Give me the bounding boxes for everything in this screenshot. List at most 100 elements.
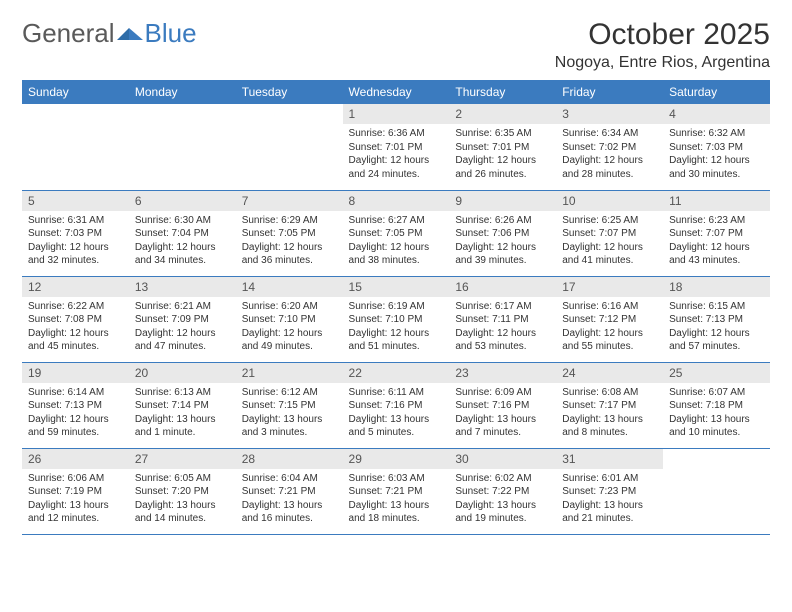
calendar-row: 12Sunrise: 6:22 AMSunset: 7:08 PMDayligh…: [22, 276, 770, 362]
sunrise-text: Sunrise: 6:09 AM: [455, 386, 550, 400]
calendar-cell: 11Sunrise: 6:23 AMSunset: 7:07 PMDayligh…: [663, 190, 770, 276]
calendar-cell: 2Sunrise: 6:35 AMSunset: 7:01 PMDaylight…: [449, 104, 556, 190]
sunset-text: Sunset: 7:12 PM: [562, 313, 657, 327]
sunrise-text: Sunrise: 6:12 AM: [242, 386, 337, 400]
daylight-text: Daylight: 13 hours and 8 minutes.: [562, 413, 657, 440]
daylight-text: Daylight: 13 hours and 5 minutes.: [349, 413, 444, 440]
sunset-text: Sunset: 7:16 PM: [349, 399, 444, 413]
day-content: Sunrise: 6:19 AMSunset: 7:10 PMDaylight:…: [343, 297, 450, 358]
day-content: Sunrise: 6:32 AMSunset: 7:03 PMDaylight:…: [663, 124, 770, 185]
day-content: Sunrise: 6:34 AMSunset: 7:02 PMDaylight:…: [556, 124, 663, 185]
day-content: Sunrise: 6:17 AMSunset: 7:11 PMDaylight:…: [449, 297, 556, 358]
day-content: Sunrise: 6:29 AMSunset: 7:05 PMDaylight:…: [236, 211, 343, 272]
day-number: 14: [236, 277, 343, 297]
calendar-cell: 5Sunrise: 6:31 AMSunset: 7:03 PMDaylight…: [22, 190, 129, 276]
day-number: 15: [343, 277, 450, 297]
daylight-text: Daylight: 13 hours and 19 minutes.: [455, 499, 550, 526]
calendar-row: 19Sunrise: 6:14 AMSunset: 7:13 PMDayligh…: [22, 362, 770, 448]
day-content: Sunrise: 6:25 AMSunset: 7:07 PMDaylight:…: [556, 211, 663, 272]
sunrise-text: Sunrise: 6:07 AM: [669, 386, 764, 400]
day-content: Sunrise: 6:15 AMSunset: 7:13 PMDaylight:…: [663, 297, 770, 358]
day-content: Sunrise: 6:30 AMSunset: 7:04 PMDaylight:…: [129, 211, 236, 272]
calendar-row: ......1Sunrise: 6:36 AMSunset: 7:01 PMDa…: [22, 104, 770, 190]
day-content: Sunrise: 6:16 AMSunset: 7:12 PMDaylight:…: [556, 297, 663, 358]
calendar-cell: ..: [22, 104, 129, 190]
daylight-text: Daylight: 12 hours and 55 minutes.: [562, 327, 657, 354]
calendar-cell: 29Sunrise: 6:03 AMSunset: 7:21 PMDayligh…: [343, 448, 450, 534]
sunrise-text: Sunrise: 6:26 AM: [455, 214, 550, 228]
location: Nogoya, Entre Rios, Argentina: [555, 54, 770, 72]
calendar-cell: 13Sunrise: 6:21 AMSunset: 7:09 PMDayligh…: [129, 276, 236, 362]
daylight-text: Daylight: 12 hours and 57 minutes.: [669, 327, 764, 354]
daylight-text: Daylight: 12 hours and 30 minutes.: [669, 154, 764, 181]
sunrise-text: Sunrise: 6:15 AM: [669, 300, 764, 314]
calendar-cell: 23Sunrise: 6:09 AMSunset: 7:16 PMDayligh…: [449, 362, 556, 448]
day-content: Sunrise: 6:14 AMSunset: 7:13 PMDaylight:…: [22, 383, 129, 444]
daylight-text: Daylight: 12 hours and 49 minutes.: [242, 327, 337, 354]
day-content: Sunrise: 6:23 AMSunset: 7:07 PMDaylight:…: [663, 211, 770, 272]
sunset-text: Sunset: 7:04 PM: [135, 227, 230, 241]
sunset-text: Sunset: 7:17 PM: [562, 399, 657, 413]
daylight-text: Daylight: 12 hours and 34 minutes.: [135, 241, 230, 268]
daylight-text: Daylight: 13 hours and 21 minutes.: [562, 499, 657, 526]
sunset-text: Sunset: 7:03 PM: [28, 227, 123, 241]
day-number: 3: [556, 104, 663, 124]
daylight-text: Daylight: 13 hours and 1 minute.: [135, 413, 230, 440]
sunset-text: Sunset: 7:21 PM: [242, 485, 337, 499]
logo-text-general: General: [22, 18, 115, 49]
day-number: 31: [556, 449, 663, 469]
sunset-text: Sunset: 7:13 PM: [28, 399, 123, 413]
sunset-text: Sunset: 7:09 PM: [135, 313, 230, 327]
calendar-cell: 25Sunrise: 6:07 AMSunset: 7:18 PMDayligh…: [663, 362, 770, 448]
weekday-header-row: Sunday Monday Tuesday Wednesday Thursday…: [22, 80, 770, 104]
day-number: 22: [343, 363, 450, 383]
daylight-text: Daylight: 12 hours and 45 minutes.: [28, 327, 123, 354]
sunrise-text: Sunrise: 6:14 AM: [28, 386, 123, 400]
day-number: 19: [22, 363, 129, 383]
day-number: 21: [236, 363, 343, 383]
weekday-monday: Monday: [129, 80, 236, 104]
sunrise-text: Sunrise: 6:29 AM: [242, 214, 337, 228]
day-content: Sunrise: 6:36 AMSunset: 7:01 PMDaylight:…: [343, 124, 450, 185]
sunset-text: Sunset: 7:15 PM: [242, 399, 337, 413]
sunset-text: Sunset: 7:10 PM: [242, 313, 337, 327]
sunset-text: Sunset: 7:23 PM: [562, 485, 657, 499]
daylight-text: Daylight: 12 hours and 41 minutes.: [562, 241, 657, 268]
sunset-text: Sunset: 7:22 PM: [455, 485, 550, 499]
daylight-text: Daylight: 12 hours and 32 minutes.: [28, 241, 123, 268]
calendar-cell: ..: [236, 104, 343, 190]
calendar-cell: 3Sunrise: 6:34 AMSunset: 7:02 PMDaylight…: [556, 104, 663, 190]
day-content: Sunrise: 6:31 AMSunset: 7:03 PMDaylight:…: [22, 211, 129, 272]
calendar-row: 26Sunrise: 6:06 AMSunset: 7:19 PMDayligh…: [22, 448, 770, 534]
weekday-friday: Friday: [556, 80, 663, 104]
logo-text-blue: Blue: [145, 18, 197, 49]
sunrise-text: Sunrise: 6:03 AM: [349, 472, 444, 486]
daylight-text: Daylight: 12 hours and 24 minutes.: [349, 154, 444, 181]
calendar-cell: ..: [663, 448, 770, 534]
sunrise-text: Sunrise: 6:35 AM: [455, 127, 550, 141]
calendar-cell: 20Sunrise: 6:13 AMSunset: 7:14 PMDayligh…: [129, 362, 236, 448]
calendar-cell: 27Sunrise: 6:05 AMSunset: 7:20 PMDayligh…: [129, 448, 236, 534]
sunrise-text: Sunrise: 6:11 AM: [349, 386, 444, 400]
weekday-saturday: Saturday: [663, 80, 770, 104]
calendar-table: Sunday Monday Tuesday Wednesday Thursday…: [22, 80, 770, 535]
day-number: 1: [343, 104, 450, 124]
daylight-text: Daylight: 13 hours and 7 minutes.: [455, 413, 550, 440]
calendar-cell: 12Sunrise: 6:22 AMSunset: 7:08 PMDayligh…: [22, 276, 129, 362]
sunrise-text: Sunrise: 6:32 AM: [669, 127, 764, 141]
daylight-text: Daylight: 13 hours and 16 minutes.: [242, 499, 337, 526]
sunrise-text: Sunrise: 6:36 AM: [349, 127, 444, 141]
day-number: 18: [663, 277, 770, 297]
day-number: 12: [22, 277, 129, 297]
calendar-cell: 24Sunrise: 6:08 AMSunset: 7:17 PMDayligh…: [556, 362, 663, 448]
sunrise-text: Sunrise: 6:05 AM: [135, 472, 230, 486]
sunrise-text: Sunrise: 6:06 AM: [28, 472, 123, 486]
sunset-text: Sunset: 7:16 PM: [455, 399, 550, 413]
sunset-text: Sunset: 7:08 PM: [28, 313, 123, 327]
sunset-text: Sunset: 7:11 PM: [455, 313, 550, 327]
day-content: Sunrise: 6:13 AMSunset: 7:14 PMDaylight:…: [129, 383, 236, 444]
day-content: Sunrise: 6:02 AMSunset: 7:22 PMDaylight:…: [449, 469, 556, 530]
sunset-text: Sunset: 7:05 PM: [349, 227, 444, 241]
sunrise-text: Sunrise: 6:31 AM: [28, 214, 123, 228]
sunset-text: Sunset: 7:06 PM: [455, 227, 550, 241]
